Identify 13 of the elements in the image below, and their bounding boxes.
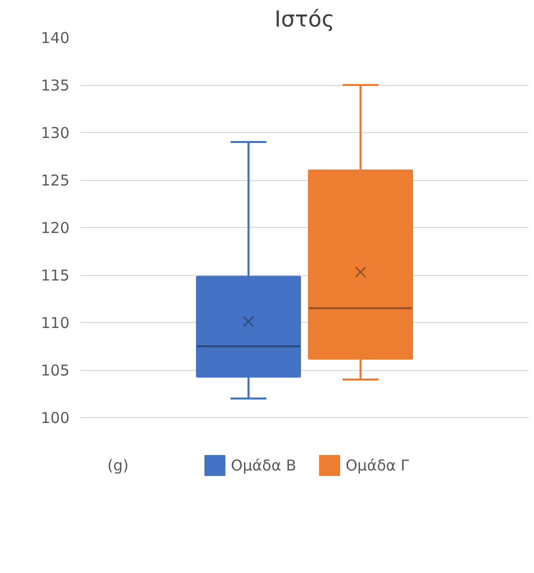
y-tick-label: 100: [40, 409, 70, 427]
y-tick-label: 125: [40, 172, 70, 190]
y-tick-label: 110: [40, 314, 70, 332]
legend-label: Ομάδα Γ: [346, 456, 410, 474]
chart-title: Ιστός: [274, 8, 335, 32]
y-tick-label: 140: [40, 29, 70, 47]
y-tick-label: 130: [40, 124, 70, 142]
y-tick-label: 115: [40, 266, 70, 284]
legend-label: Ομάδα Β: [230, 456, 296, 474]
y-tick-label: 105: [40, 362, 70, 380]
text: (g): [107, 456, 129, 474]
y-tick-label: 135: [40, 76, 70, 94]
y-tick-label: 120: [40, 219, 70, 237]
